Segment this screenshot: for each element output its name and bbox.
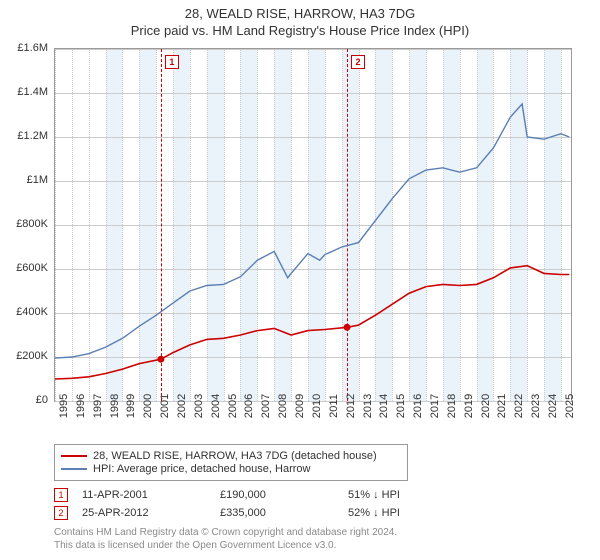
x-axis-label: 2022 [513, 394, 525, 418]
y-axis-label: £1.6M [17, 42, 48, 54]
x-axis-label: 2006 [243, 394, 255, 418]
x-axis-label: 1997 [92, 394, 104, 418]
x-axis-label: 2013 [362, 394, 374, 418]
events-table: 1 11-APR-2001 £190,000 51% ↓ HPI 2 25-APR-201… [54, 486, 572, 522]
x-axis-label: 2000 [142, 394, 154, 418]
y-axis-label: £200K [16, 350, 48, 362]
licence-line: This data is licensed under the Open Gov… [54, 539, 572, 552]
event-pct: 52% ↓ HPI [348, 507, 400, 519]
event-pct: 51% ↓ HPI [348, 489, 400, 501]
x-axis-label: 2015 [395, 394, 407, 418]
x-axis-label: 2002 [176, 394, 188, 418]
legend-swatch [61, 455, 87, 457]
chart-container: 28, WEALD RISE, HARROW, HA3 7DG Price pa… [0, 0, 600, 560]
x-axis-label: 2008 [277, 394, 289, 418]
legend-label: 28, WEALD RISE, HARROW, HA3 7DG (detache… [93, 450, 377, 462]
legend-item: 28, WEALD RISE, HARROW, HA3 7DG (detache… [61, 450, 401, 462]
title-block: 28, WEALD RISE, HARROW, HA3 7DG Price pa… [0, 0, 600, 38]
event-price: £190,000 [220, 489, 320, 501]
event-row: 2 25-APR-2012 £335,000 52% ↓ HPI [54, 504, 572, 522]
x-axis-label: 2007 [260, 394, 272, 418]
x-axis-label: 2011 [328, 394, 340, 418]
x-axis-label: 2017 [429, 394, 441, 418]
x-axis-label: 2025 [564, 394, 576, 418]
legend-swatch [61, 468, 87, 470]
x-axis-label: 2021 [496, 394, 508, 418]
licence-line: Contains HM Land Registry data © Crown c… [54, 526, 572, 539]
x-axis-label: 2004 [210, 394, 222, 418]
y-axis-label: £1.2M [17, 130, 48, 142]
x-axis-label: 2019 [463, 394, 475, 418]
x-axis-label: 2020 [480, 394, 492, 418]
x-axis-label: 1995 [58, 394, 70, 418]
y-axis-label: £800K [16, 218, 48, 230]
y-axis-label: £1.4M [17, 86, 48, 98]
licence-text: Contains HM Land Registry data © Crown c… [54, 526, 572, 552]
x-axis-label: 1996 [75, 394, 87, 418]
event-price: £335,000 [220, 507, 320, 519]
x-axis-label: 2014 [378, 394, 390, 418]
x-axis-label: 2009 [294, 394, 306, 418]
event-badge: 2 [54, 506, 68, 520]
series-line [55, 266, 569, 379]
event-badge: 1 [54, 488, 68, 502]
x-axis-label: 2005 [227, 394, 239, 418]
y-axis-label: £400K [16, 306, 48, 318]
x-axis-label: 1999 [125, 394, 137, 418]
y-axis-label: £1M [27, 174, 48, 186]
event-date: 11-APR-2001 [82, 489, 192, 501]
x-axis-label: 2001 [159, 394, 171, 418]
title-subtitle: Price paid vs. HM Land Registry's House … [0, 23, 600, 38]
x-axis-label: 2018 [446, 394, 458, 418]
x-axis-label: 2010 [311, 394, 323, 418]
legend-item: HPI: Average price, detached house, Harr… [61, 463, 401, 475]
x-axis-label: 1998 [109, 394, 121, 418]
x-axis-label: 2003 [193, 394, 205, 418]
plot-area: 12 [54, 48, 572, 402]
x-axis-label: 2024 [547, 394, 559, 418]
y-axis-label: £0 [36, 394, 48, 406]
event-date: 25-APR-2012 [82, 507, 192, 519]
x-axis-label: 2016 [412, 394, 424, 418]
x-axis-label: 2012 [345, 394, 357, 418]
legend: 28, WEALD RISE, HARROW, HA3 7DG (detache… [54, 444, 408, 481]
legend-label: HPI: Average price, detached house, Harr… [93, 463, 310, 475]
series-line [55, 104, 569, 358]
title-address: 28, WEALD RISE, HARROW, HA3 7DG [0, 6, 600, 21]
chart-svg [55, 49, 571, 401]
x-axis-label: 2023 [530, 394, 542, 418]
event-row: 1 11-APR-2001 £190,000 51% ↓ HPI [54, 486, 572, 504]
y-axis-label: £600K [16, 262, 48, 274]
